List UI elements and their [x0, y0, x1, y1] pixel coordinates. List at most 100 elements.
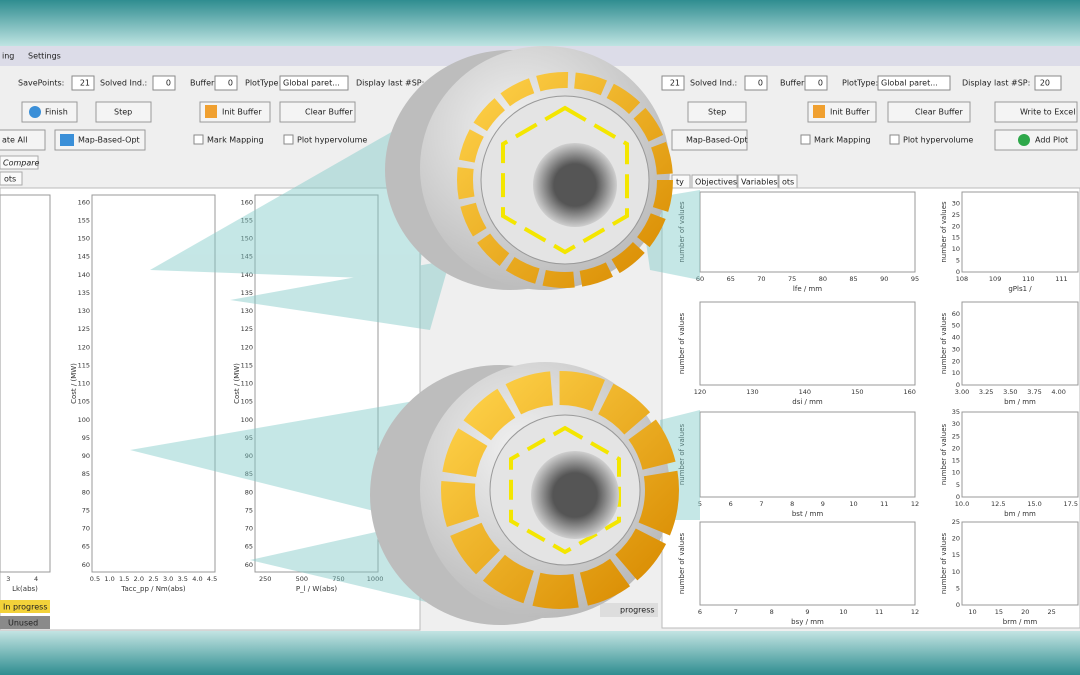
y-tick-label: 135 — [241, 289, 253, 297]
tab-label[interactable]: ty — [676, 178, 684, 187]
dropdown-value[interactable]: Global paret... — [881, 79, 938, 88]
spinner[interactable] — [1034, 75, 1062, 91]
y-axis-label: number of values — [940, 424, 948, 486]
x-axis-label: P_l / W(abs) — [296, 585, 338, 593]
field[interactable] — [804, 75, 828, 91]
x-tick-label: 1.0 — [104, 575, 114, 583]
y-tick-label: 135 — [78, 289, 90, 297]
button[interactable] — [95, 101, 152, 123]
plot-frame — [0, 194, 51, 573]
y-axis-label: Cost / (MW) — [70, 363, 78, 404]
button-label[interactable]: Map-Based-Opt — [78, 136, 140, 145]
tab-label[interactable]: Objectives — [695, 178, 737, 187]
x-tick-label: 3.00 — [955, 388, 969, 396]
dropdown[interactable] — [877, 75, 951, 91]
y-tick-label: 115 — [78, 361, 90, 369]
dropdown-value[interactable]: Global paret... — [283, 79, 340, 88]
y-tick-label: 70 — [245, 525, 253, 533]
tab[interactable] — [0, 171, 23, 186]
icon — [29, 106, 41, 118]
y-axis-label: Cost / (MW) — [233, 363, 241, 404]
button[interactable] — [994, 101, 1078, 123]
checkbox-label[interactable]: Plot hypervolume — [297, 136, 367, 145]
y-tick-label: 25 — [952, 518, 960, 526]
winding — [457, 72, 673, 288]
x-tick-label: 111 — [1055, 275, 1067, 283]
y-tick-label: 85 — [82, 470, 90, 478]
button-label[interactable]: Map-Based-Opt — [686, 136, 748, 145]
value: 0 — [228, 79, 233, 88]
tab-label[interactable]: Variables — [741, 178, 778, 187]
label: PlotType: — [842, 79, 878, 88]
checkbox-label[interactable]: Mark Mapping — [814, 136, 871, 145]
plot-frame — [91, 194, 216, 573]
status-badge — [0, 600, 50, 613]
x-tick-label: 10 — [968, 608, 976, 616]
x-tick-label: 15.0 — [1027, 500, 1041, 508]
x-tick-label: 90 — [880, 275, 888, 283]
checkbox-label[interactable]: Plot hypervolume — [903, 136, 973, 145]
plot-frame — [699, 191, 916, 273]
button[interactable] — [0, 129, 46, 151]
button-label[interactable]: Init Buffer — [222, 108, 262, 117]
x-tick-label: 5 — [698, 500, 702, 508]
button[interactable] — [887, 101, 971, 123]
x-tick-label: 0.5 — [90, 575, 100, 583]
y-tick-label: 25 — [952, 432, 960, 440]
y-tick-label: 20 — [952, 357, 960, 365]
tab[interactable] — [0, 155, 39, 170]
checkbox-label[interactable]: Mark Mapping — [207, 136, 264, 145]
field[interactable] — [71, 75, 95, 91]
y-tick-label: 80 — [245, 488, 253, 496]
tab-label[interactable]: ots — [4, 175, 16, 184]
plot-frame — [961, 191, 1079, 273]
button-label[interactable]: Clear Buffer — [915, 108, 963, 117]
beam — [150, 110, 430, 280]
checkbox[interactable] — [283, 134, 294, 145]
x-axis-label: gPls1 / — [1008, 285, 1032, 293]
button[interactable] — [687, 101, 747, 123]
x-tick-label: 12.5 — [991, 500, 1005, 508]
button-label[interactable]: Step — [708, 108, 726, 117]
field[interactable] — [661, 75, 685, 91]
x-tick-label: 12 — [911, 500, 919, 508]
button-label[interactable]: ate All — [2, 136, 27, 145]
plot-frame — [699, 521, 916, 606]
menu-item[interactable]: Settings — [28, 52, 61, 61]
button[interactable] — [279, 101, 356, 123]
field[interactable] — [744, 75, 768, 91]
x-tick-label: 110 — [1022, 275, 1034, 283]
button-label[interactable]: Step — [114, 108, 132, 117]
y-tick-label: 65 — [245, 543, 253, 551]
button-label[interactable]: Finish — [45, 108, 68, 117]
y-tick-label: 120 — [241, 343, 253, 351]
x-tick-label: 95 — [911, 275, 919, 283]
y-tick-label: 20 — [952, 444, 960, 452]
field[interactable] — [214, 75, 238, 91]
tab-label[interactable]: Compare — [3, 159, 40, 168]
y-axis-label: number of values — [678, 533, 686, 595]
button-label[interactable]: Init Buffer — [830, 108, 870, 117]
checkbox[interactable] — [800, 134, 811, 145]
y-tick-label: 30 — [952, 345, 960, 353]
checkbox[interactable] — [193, 134, 204, 145]
button-label[interactable]: Add Plot — [1035, 136, 1068, 145]
y-tick-label: 0 — [956, 493, 960, 501]
button-label[interactable]: Write to Excel — [1020, 108, 1075, 117]
button[interactable] — [671, 129, 748, 151]
tab-label[interactable]: ots — [782, 178, 794, 187]
menu-item[interactable]: ing — [2, 52, 14, 61]
checkbox[interactable] — [889, 134, 900, 145]
y-tick-label: 15 — [952, 551, 960, 559]
button[interactable] — [199, 101, 271, 123]
y-tick-label: 40 — [952, 334, 960, 342]
button[interactable] — [54, 129, 146, 151]
field[interactable] — [152, 75, 176, 91]
y-tick-label: 100 — [241, 416, 253, 424]
button-label[interactable]: Clear Buffer — [305, 108, 353, 117]
button[interactable] — [994, 129, 1078, 151]
dropdown[interactable] — [279, 75, 349, 91]
plot-frame — [699, 301, 916, 386]
x-tick-label: 3.5 — [178, 575, 188, 583]
